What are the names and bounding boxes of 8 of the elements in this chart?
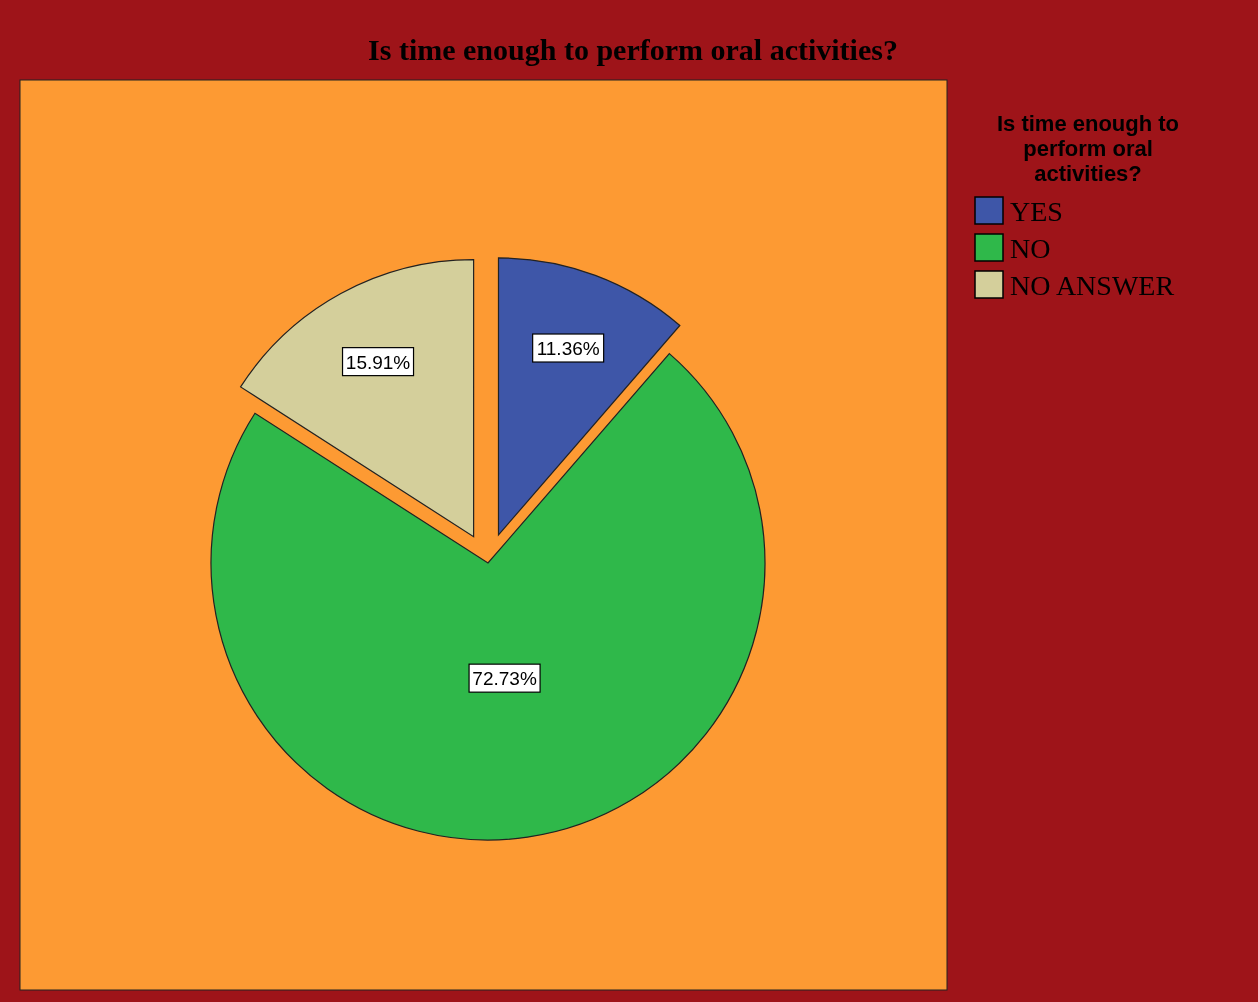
data-label: 72.73% [472, 668, 537, 690]
legend-title: Is time enough to perform oral activities? [996, 111, 1180, 186]
legend-label: YES [1010, 196, 1063, 227]
legend-label: NO ANSWER [1010, 270, 1175, 301]
legend-label: NO [1010, 233, 1051, 264]
data-label: 11.36% [536, 338, 600, 360]
data-label: 15.91% [345, 351, 411, 373]
chart-title: Is time enough to perform oral activities? [368, 33, 898, 66]
